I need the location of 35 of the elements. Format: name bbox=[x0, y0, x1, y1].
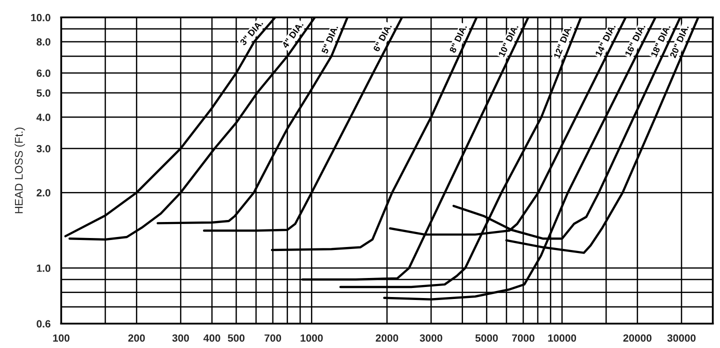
text: 3" DIA. bbox=[239, 20, 264, 46]
x-tick-label: 100 bbox=[53, 334, 70, 342]
x-tick-label: 1000 bbox=[300, 334, 323, 342]
x-tick-label: 10000 bbox=[548, 334, 576, 342]
y-tick-label: 10.0 bbox=[31, 14, 50, 22]
x-tick-label: 500 bbox=[228, 334, 244, 342]
text: 18" DIA. bbox=[650, 24, 671, 58]
y-tick-label: 1.0 bbox=[36, 264, 50, 272]
text: 4" DIA. bbox=[282, 21, 304, 49]
x-tick-label: 3000 bbox=[420, 334, 442, 342]
x-tick-label: 5000 bbox=[475, 334, 498, 342]
y-tick-label: 5.0 bbox=[36, 89, 50, 97]
y-tick-label: 0.6 bbox=[36, 320, 50, 328]
y-tick-label: 6.0 bbox=[36, 70, 50, 77]
text: 14" DIA. bbox=[595, 24, 616, 57]
y-tick-label: 8.0 bbox=[36, 38, 50, 46]
x-tick-label: 20000 bbox=[623, 334, 652, 342]
x-tick-label: 400 bbox=[203, 334, 220, 342]
y-tick-label: 2.0 bbox=[36, 189, 50, 196]
text: 8" DIA. bbox=[449, 24, 468, 54]
y-tick-label: 3.0 bbox=[36, 144, 50, 152]
x-tick-label: 200 bbox=[128, 334, 145, 342]
text: 10" DIA. bbox=[498, 24, 519, 58]
x-tick-label: 2000 bbox=[376, 334, 398, 342]
x-tick-label: 7000 bbox=[512, 334, 534, 342]
text: 12" DIA. bbox=[553, 25, 572, 59]
y-axis-title: HEAD LOSS (Ft.) bbox=[14, 128, 25, 214]
x-tick-label: 300 bbox=[172, 334, 189, 342]
text: 20" DIA. bbox=[670, 24, 689, 58]
text: 5" DIA. bbox=[321, 24, 338, 54]
y-tick-label: 4.0 bbox=[36, 114, 50, 122]
text: 16" DIA. bbox=[624, 24, 646, 57]
x-tick-label: 700 bbox=[264, 334, 282, 342]
x-tick-label: 30000 bbox=[667, 334, 696, 342]
text: 6" DIA. bbox=[372, 23, 392, 52]
